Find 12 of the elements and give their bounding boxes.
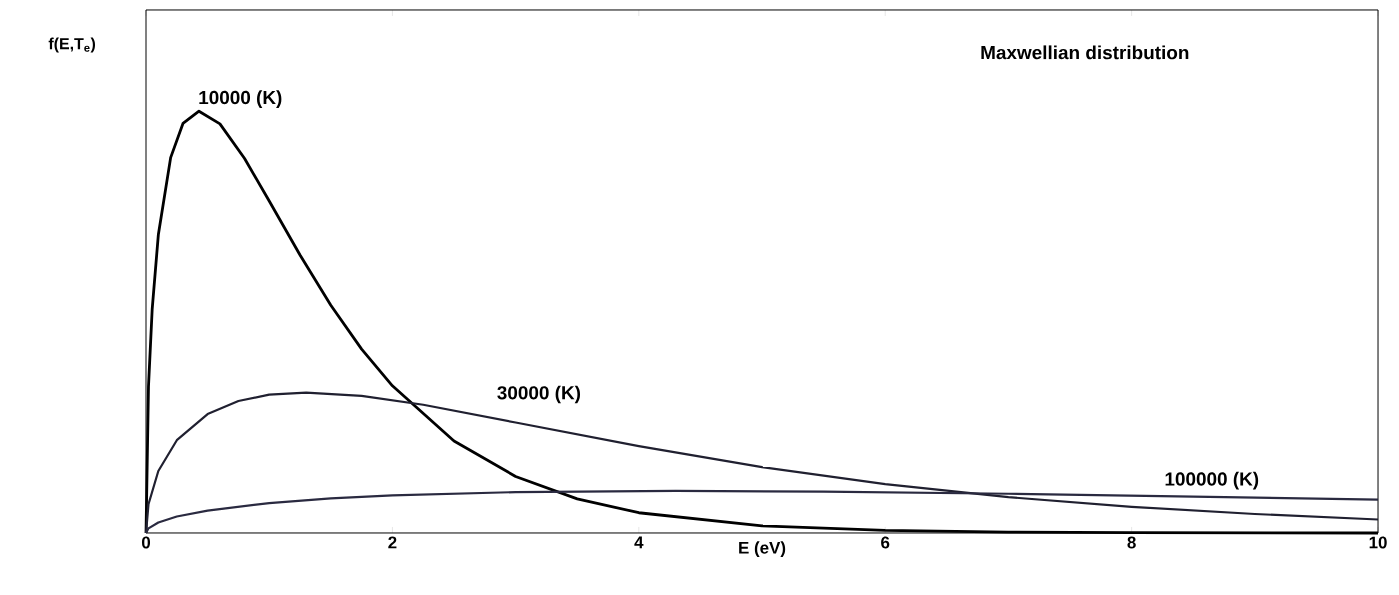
x-tick-label: 6	[881, 536, 890, 549]
x-axis-title: E (eV)	[739, 541, 786, 558]
series-label: 100000 (K)	[1165, 471, 1259, 490]
x-tick-label: 0	[141, 536, 151, 549]
y-axis-title: f(E,T$_{e}$)	[48, 37, 96, 53]
x-tick-label: 4	[634, 536, 644, 549]
chart-title: Maxwellian distribution	[981, 45, 1189, 60]
x-tick-label: 8	[1127, 536, 1136, 549]
series-label: 10000 (K)	[199, 90, 282, 108]
series-label: 30000 (K)	[497, 385, 581, 404]
x-tick-label: 10	[1369, 536, 1387, 549]
x-tick-label: 2	[388, 536, 397, 549]
